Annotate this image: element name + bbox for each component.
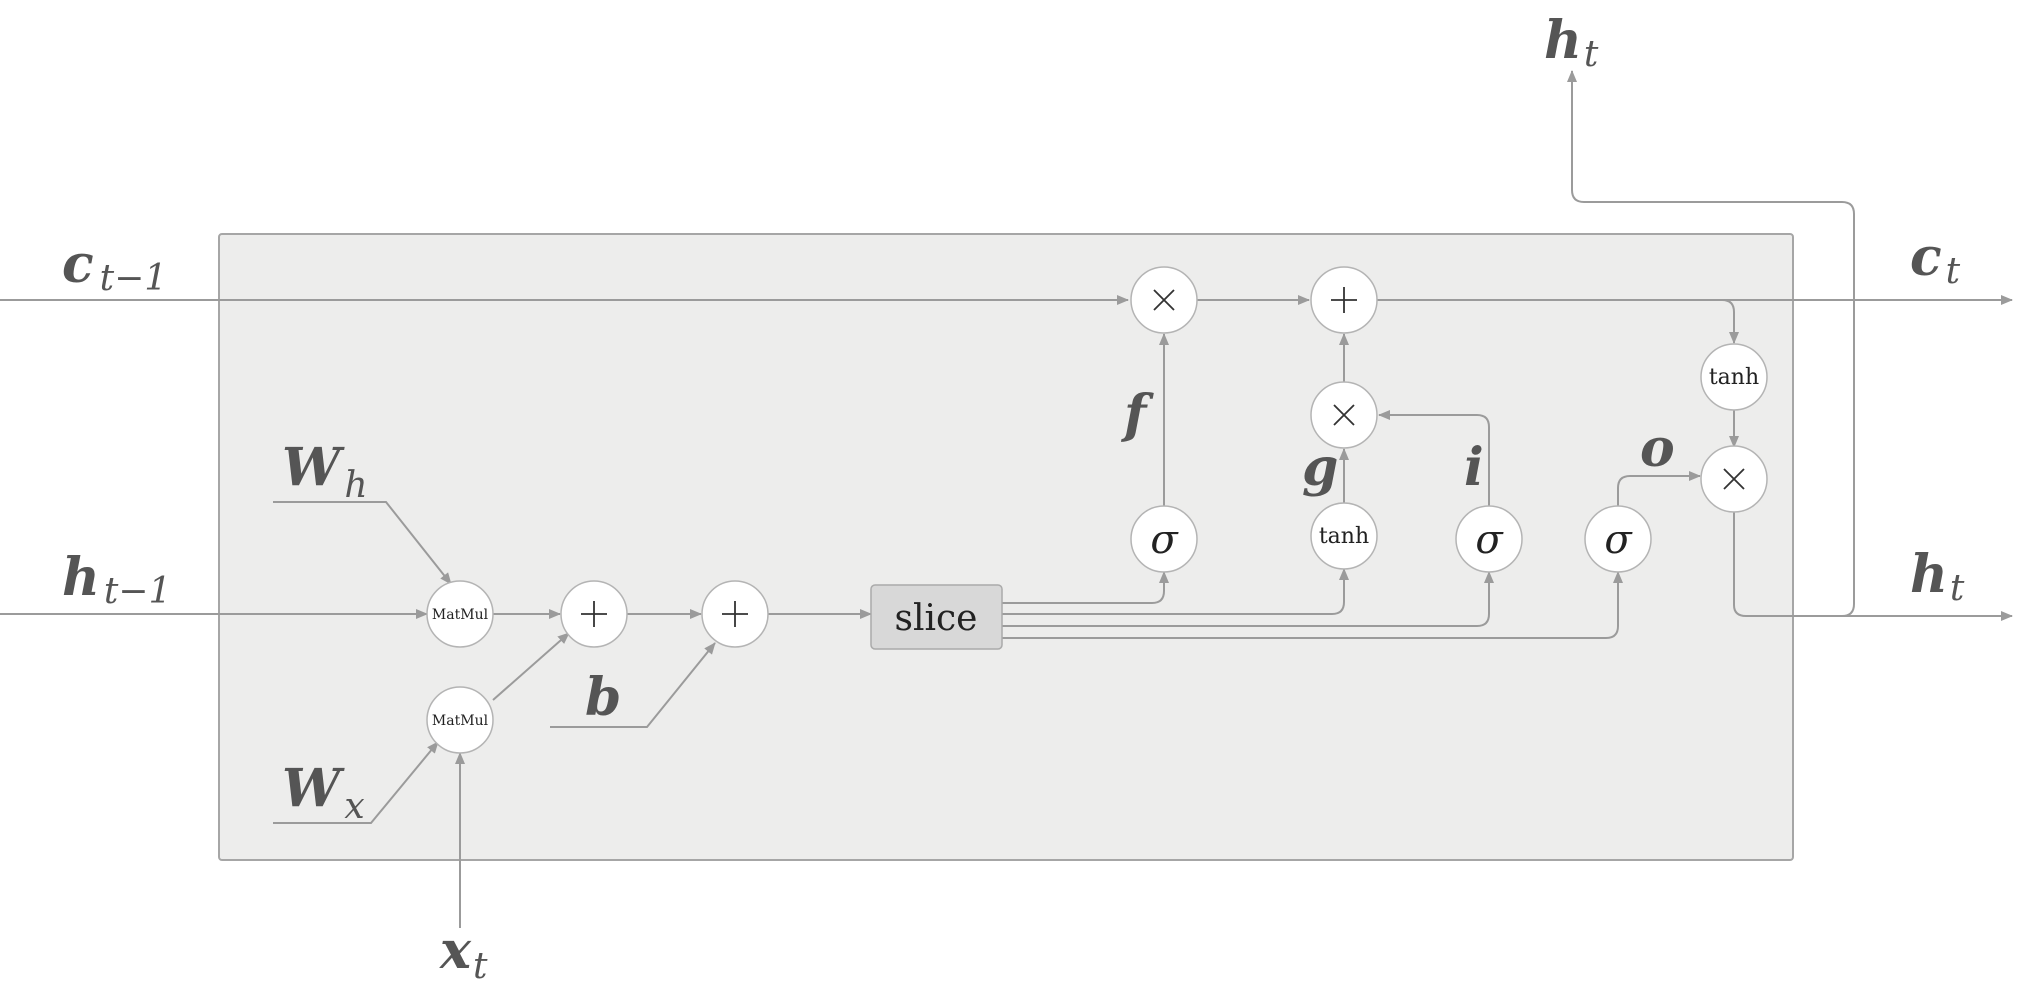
label-x-t: xt bbox=[439, 920, 488, 987]
wire-h-t-to-top bbox=[1567, 70, 1855, 617]
add-node-2 bbox=[701, 580, 769, 648]
wire-slice-to-sigma-f bbox=[1002, 571, 1169, 604]
cell-add-node bbox=[1310, 266, 1378, 334]
sigma-f-label: σ bbox=[1150, 517, 1179, 563]
lstm-cell-panel bbox=[218, 233, 1794, 861]
matmul-h-label: MatMul bbox=[432, 607, 489, 623]
wire-o-gate bbox=[1617, 471, 1701, 506]
sigma-i-node: σ bbox=[1455, 505, 1523, 573]
tanh-c-node: tanh bbox=[1700, 343, 1768, 411]
wire-slice-to-sigma-o bbox=[1002, 571, 1623, 639]
wire-wh-to-matmul bbox=[273, 501, 452, 585]
wire-i-gate bbox=[1378, 410, 1490, 506]
label-c-prev: c t−1 bbox=[62, 234, 167, 299]
wire-wx-to-matmul bbox=[273, 741, 439, 824]
wire-slice-to-sigma-i bbox=[1002, 571, 1494, 627]
slice-node: slice bbox=[870, 584, 1003, 650]
tanh-g-node: tanh bbox=[1310, 502, 1378, 570]
label-h-t-right: ht bbox=[1910, 544, 1965, 609]
times-symbol bbox=[1333, 404, 1355, 426]
plus-symbol bbox=[1331, 287, 1357, 313]
matmul-x-node: MatMul bbox=[426, 686, 494, 754]
forget-mul-node bbox=[1130, 266, 1198, 334]
output-mul-node bbox=[1700, 445, 1768, 513]
wire-add-to-tanh-c bbox=[1377, 299, 1739, 344]
connections bbox=[0, 70, 2013, 928]
input-mul-node bbox=[1310, 381, 1378, 449]
tanh-g-label: tanh bbox=[1319, 524, 1369, 549]
matmul-x-label: MatMul bbox=[432, 713, 489, 729]
sigma-o-node: σ bbox=[1584, 505, 1652, 573]
slice-label: slice bbox=[895, 598, 978, 639]
sigma-o-label: σ bbox=[1604, 517, 1633, 563]
add-node-1 bbox=[560, 580, 628, 648]
label-h-t-top: ht bbox=[1544, 10, 1599, 75]
label-i: i bbox=[1464, 437, 1484, 498]
plus-symbol bbox=[722, 601, 748, 627]
times-symbol bbox=[1153, 289, 1175, 311]
sigma-f-node: σ bbox=[1130, 505, 1198, 573]
tanh-c-label: tanh bbox=[1709, 365, 1759, 390]
label-b: b bbox=[585, 667, 621, 728]
wire-matmul-x-to-add1 bbox=[492, 632, 570, 701]
matmul-h-node: MatMul bbox=[426, 580, 494, 648]
sigma-i-label: σ bbox=[1475, 517, 1504, 563]
wire-slice-to-tanh-g bbox=[1002, 568, 1349, 615]
label-o: o bbox=[1640, 418, 1675, 479]
wire-b-to-add2 bbox=[550, 642, 716, 728]
wire-out-mul-to-h-t bbox=[1733, 512, 2013, 621]
times-symbol bbox=[1723, 468, 1745, 490]
label-g: g bbox=[1302, 437, 1338, 498]
label-h-prev: h t−1 bbox=[62, 547, 171, 612]
plus-symbol bbox=[581, 601, 607, 627]
